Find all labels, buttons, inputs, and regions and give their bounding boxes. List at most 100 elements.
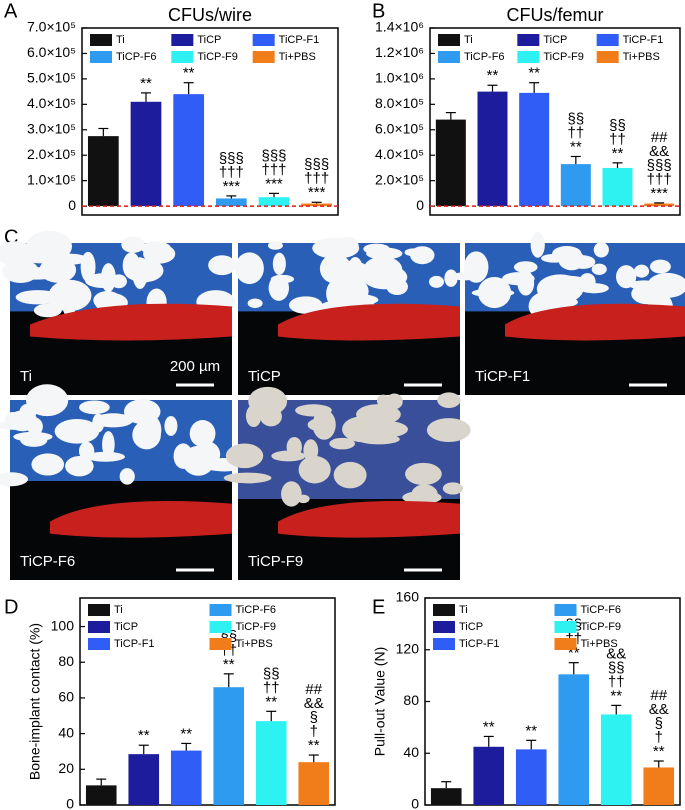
- legend-label: Ti: [114, 604, 123, 616]
- bar: [602, 167, 633, 207]
- bar: [430, 788, 462, 805]
- legend-label: TiCP-F1: [623, 34, 664, 46]
- significance-mark: **: [483, 718, 495, 735]
- significance-mark: **: [570, 138, 582, 155]
- legend-swatch: [90, 34, 112, 46]
- tissue-white: [0, 472, 29, 487]
- tissue-white: [272, 252, 286, 276]
- bar: [298, 762, 330, 805]
- legend-label: TiCP-F6: [464, 51, 505, 63]
- tissue-white: [298, 455, 331, 484]
- significance-mark: §§§: [304, 156, 329, 173]
- y-tick-label: 60: [58, 689, 74, 705]
- tissue-white: [386, 393, 403, 410]
- significance-mark: ††: [567, 124, 584, 141]
- legend-label: TiCP-F1: [114, 638, 155, 650]
- plot-frame: [81, 27, 339, 216]
- tissue-white: [295, 404, 332, 417]
- tissue-white: [649, 259, 671, 274]
- bar: [643, 767, 675, 805]
- legend-label: Ti+PBS: [279, 51, 316, 63]
- y-tick-label: 1.4×10⁶: [375, 19, 424, 35]
- significance-mark: §: [310, 709, 318, 726]
- legend-swatch: [171, 34, 194, 46]
- legend-label: Ti+PBS: [581, 638, 618, 650]
- bar: [130, 101, 162, 207]
- tissue-white: [664, 276, 685, 293]
- legend-label: TiCP-F6: [116, 51, 157, 63]
- significance-mark: &&: [649, 143, 669, 160]
- tissue-white: [0, 241, 35, 266]
- tissue-white: [628, 280, 660, 290]
- chart-title: CFUs/femur: [506, 5, 603, 25]
- bar: [519, 92, 550, 207]
- significance-mark: †: [655, 729, 663, 746]
- tissue-white: [173, 443, 193, 469]
- image-caption: TiCP-F9: [248, 553, 303, 570]
- bone-red: [505, 303, 685, 341]
- tissue-white: [281, 481, 302, 507]
- legend-label: Ti+PBS: [623, 51, 660, 63]
- legend-label: TiCP-F1: [279, 34, 320, 46]
- tissue-white: [84, 273, 122, 289]
- legend-label: TiCP: [114, 621, 138, 633]
- bar: [213, 687, 245, 805]
- significance-mark: §§: [608, 659, 625, 676]
- significance-mark: **: [525, 722, 537, 739]
- legend-swatch: [209, 621, 232, 633]
- tissue-white: [223, 472, 272, 484]
- y-tick-label: 0: [66, 796, 74, 810]
- tissue-white: [268, 275, 290, 301]
- significance-mark: ##: [651, 129, 668, 146]
- significance-mark: †††: [261, 161, 286, 178]
- significance-mark: **: [487, 67, 499, 84]
- legend-swatch: [517, 51, 540, 63]
- significance-mark: ##: [650, 687, 667, 704]
- y-tick-label: 120: [396, 640, 420, 656]
- bar: [600, 714, 632, 805]
- bar: [644, 203, 675, 207]
- micrograph: TiCP: [235, 236, 460, 395]
- tissue-white: [634, 264, 650, 278]
- legend-label: TiCP-F1: [459, 638, 500, 650]
- significance-mark: ***: [650, 185, 668, 202]
- tissue-white: [297, 494, 310, 504]
- tissue-white: [25, 384, 69, 417]
- significance-mark: **: [612, 145, 624, 162]
- tissue-white: [411, 484, 438, 505]
- legend-swatch: [88, 604, 110, 616]
- legend-swatch: [433, 604, 455, 616]
- image-caption: TiCP-F1: [475, 368, 530, 385]
- tissue-white: [530, 231, 545, 258]
- tissue-white: [121, 236, 145, 253]
- significance-mark: †††: [647, 171, 672, 188]
- significance-mark: ††: [263, 679, 280, 696]
- tissue-white: [450, 272, 480, 281]
- legend-label: TiCP-F6: [581, 604, 622, 616]
- bar: [255, 721, 287, 805]
- significance-mark: **: [610, 687, 622, 704]
- legend-swatch: [554, 621, 577, 633]
- tissue-white: [79, 400, 110, 415]
- tissue-white: [426, 418, 471, 443]
- tissue-white: [329, 437, 355, 450]
- tissue-white: [410, 246, 435, 265]
- tissue-white: [247, 298, 263, 309]
- significance-mark: ##: [305, 681, 322, 698]
- legend-swatch: [554, 604, 577, 616]
- tissue-white: [119, 468, 135, 485]
- chart-title: CFUs/wire: [168, 5, 252, 25]
- significance-mark: **: [180, 725, 192, 742]
- tissue-white: [54, 418, 100, 444]
- legend-swatch: [90, 51, 112, 63]
- tissue-white: [442, 482, 464, 495]
- tissue-white: [65, 455, 94, 477]
- legend-label: TiCP-F9: [581, 621, 622, 633]
- plot-frame: [79, 597, 336, 806]
- panel-label: B: [372, 0, 385, 22]
- tissue-white: [513, 261, 538, 274]
- y-tick-label: 80: [403, 692, 419, 708]
- tissue-white: [356, 404, 401, 425]
- y-tick-label: 40: [58, 724, 74, 740]
- significance-mark: §§: [567, 110, 584, 127]
